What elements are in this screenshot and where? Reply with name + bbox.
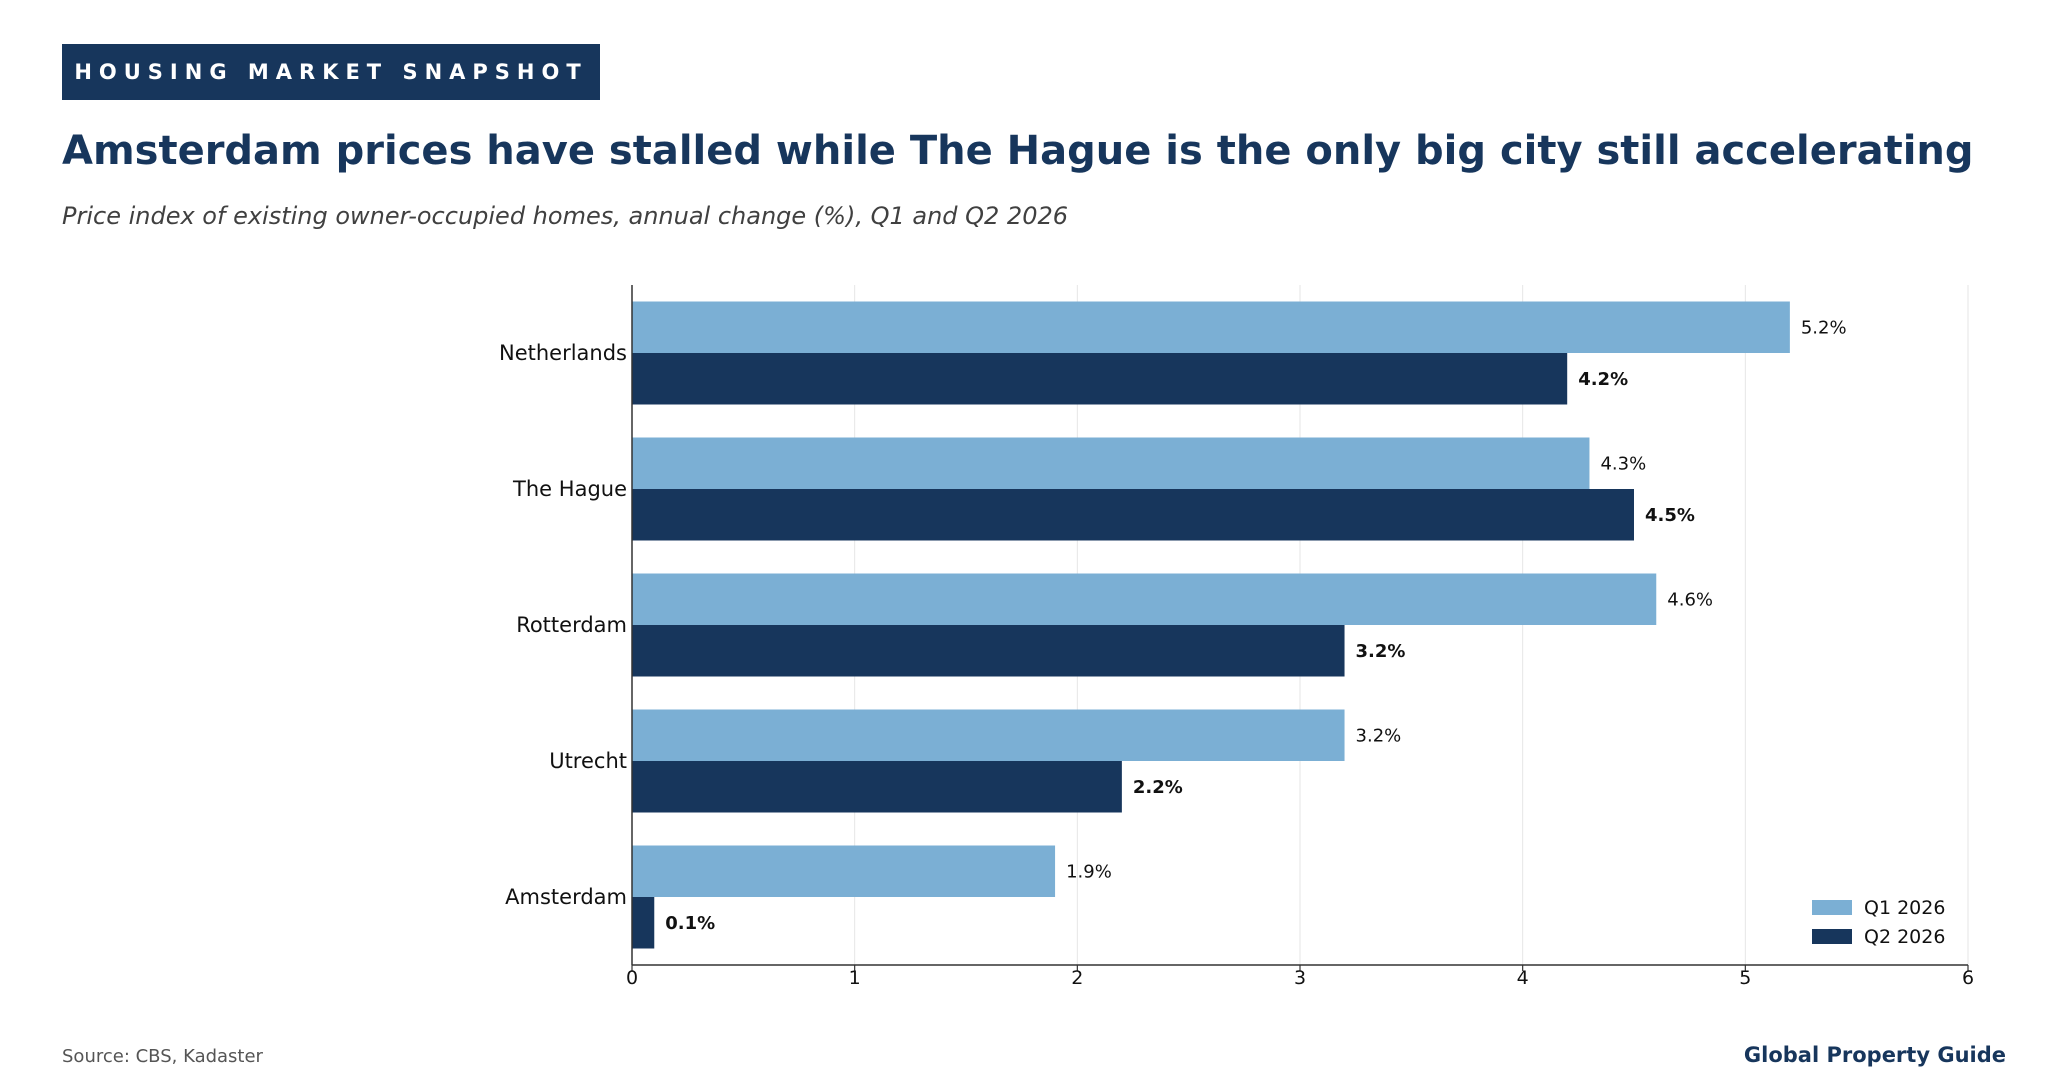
data-label-the-hague-q1: 4.3% [1600, 453, 1646, 474]
x-tick-label-0: 0 [626, 967, 638, 989]
bar-chart: 5.2% 4.2% 4.3% 4.5% 4.6% 3.2% 3.2% 2.2% 1.9% 0.1%… [499, 285, 1974, 989]
bar-utrecht-q1 [632, 709, 1345, 761]
kicker-text: HOUSING MARKET SNAPSHOT [74, 60, 588, 84]
category-label-rotterdam: Rotterdam [516, 613, 627, 637]
data-label-the-hague-q2: 4.5% [1645, 505, 1695, 526]
axes: Netherlands The Hague Rotterdam Utrecht Amst… [499, 285, 1974, 989]
bar-amsterdam-q2 [632, 897, 655, 949]
x-tick-label-3: 3 [1294, 967, 1306, 989]
bars: 5.2% 4.2% 4.3% 4.5% 4.6% 3.2% 3.2% 2.2% 1.9% 0.1% [632, 301, 1847, 949]
bar-netherlands-q2 [632, 353, 1568, 405]
data-label-netherlands-q1: 5.2% [1801, 317, 1847, 338]
x-tick-label-4: 4 [1517, 967, 1529, 989]
bar-netherlands-q1 [632, 301, 1790, 353]
category-label-netherlands: Netherlands [499, 341, 627, 365]
x-tick-label-1: 1 [849, 967, 861, 989]
bar-rotterdam-q2 [632, 625, 1345, 677]
source-note: Source: CBS, Kadaster [62, 1046, 263, 1067]
bar-amsterdam-q1 [632, 845, 1056, 897]
legend-label-q1: Q1 2026 [1864, 897, 1945, 919]
brand-logo-text: Global Property Guide [1743, 1043, 2006, 1067]
legend-label-q2: Q2 2026 [1864, 926, 1945, 948]
chart-title: Amsterdam prices have stalled while The … [62, 128, 1974, 174]
data-label-rotterdam-q2: 3.2% [1356, 641, 1406, 662]
bar-rotterdam-q1 [632, 573, 1657, 625]
category-label-utrecht: Utrecht [549, 749, 627, 773]
data-label-utrecht-q1: 3.2% [1356, 725, 1402, 746]
category-label-amsterdam: Amsterdam [505, 885, 627, 909]
data-label-utrecht-q2: 2.2% [1133, 777, 1183, 798]
legend: Q1 2026 Q2 2026 [1812, 897, 1945, 948]
chart-subtitle: Price index of existing owner-occupied h… [62, 202, 1069, 230]
category-label-the-hague: The Hague [512, 477, 627, 501]
legend-swatch-q2 [1812, 929, 1852, 944]
legend-swatch-q1 [1812, 900, 1852, 915]
data-label-amsterdam-q2: 0.1% [665, 913, 715, 934]
kicker-badge: HOUSING MARKET SNAPSHOT [62, 44, 600, 100]
bar-the-hague-q1 [632, 437, 1590, 489]
data-label-rotterdam-q1: 4.6% [1667, 589, 1713, 610]
x-tick-label-6: 6 [1962, 967, 1974, 989]
bar-utrecht-q2 [632, 761, 1122, 813]
data-label-amsterdam-q1: 1.9% [1066, 861, 1112, 882]
data-label-netherlands-q2: 4.2% [1578, 369, 1628, 390]
x-tick-label-5: 5 [1739, 967, 1751, 989]
x-tick-label-2: 2 [1071, 967, 1083, 989]
bar-the-hague-q2 [632, 489, 1634, 541]
